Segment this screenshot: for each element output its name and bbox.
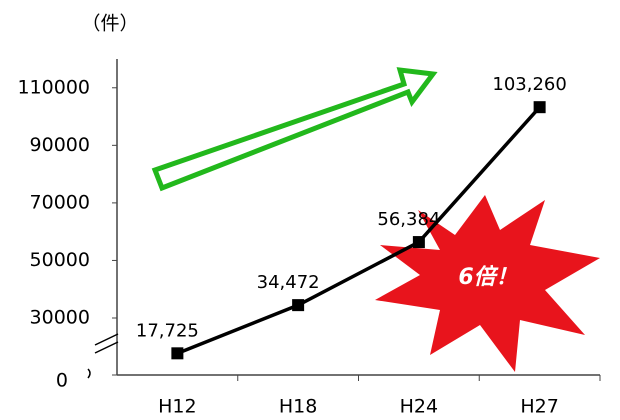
- axis-break: [87, 333, 119, 379]
- y-tick-label: 90000: [30, 134, 90, 156]
- point: [171, 347, 184, 360]
- point: [412, 236, 425, 249]
- series-line: [176, 106, 541, 355]
- point: [533, 101, 546, 114]
- burst: [375, 195, 600, 372]
- annotation: 6倍！: [458, 264, 517, 290]
- value-label: 56,384: [377, 209, 440, 230]
- value-label: 17,725: [136, 320, 199, 341]
- trend-arrow: [151, 67, 438, 192]
- value-label: 34,472: [257, 272, 320, 293]
- x-tick-label: H27: [520, 396, 558, 417]
- y-tick-label: 30000: [30, 307, 90, 329]
- point: [292, 299, 305, 312]
- unit-label: （件）: [81, 13, 138, 35]
- y-tick-label: 110000: [17, 76, 90, 98]
- y-tick-label: 50000: [30, 249, 90, 271]
- value-label: 103,260: [492, 74, 566, 95]
- y-tick-label: 70000: [30, 191, 90, 213]
- x-tick-label: H24: [400, 396, 438, 417]
- y-tick-label: 0: [56, 370, 68, 392]
- x-tick-label: H12: [158, 396, 196, 417]
- x-tick-label: H18: [279, 396, 317, 417]
